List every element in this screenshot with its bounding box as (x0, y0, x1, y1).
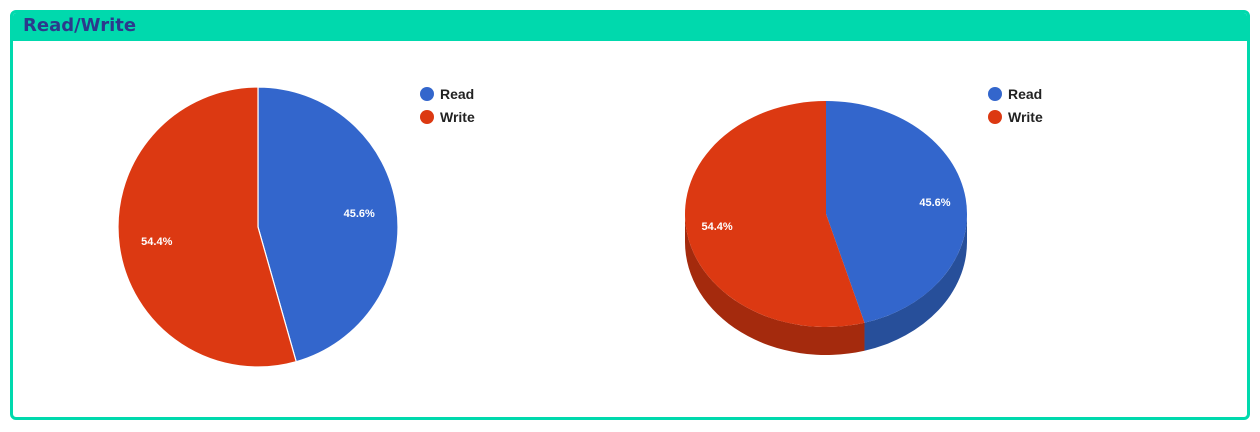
pie-2d-legend-label-read: Read (440, 86, 474, 102)
panel-title: Read/Write (23, 15, 137, 36)
pie-2d-label-read: 45.6% (344, 208, 375, 220)
pie-3d-label-write: 54.4% (701, 221, 732, 233)
pie-2d-legend-swatch-write (420, 110, 434, 124)
pie-3d-legend-label-read: Read (1008, 86, 1042, 102)
pie-3d-side-read (864, 214, 967, 351)
pie-3d-side-write (685, 214, 865, 356)
pie-2d-slice-write (117, 86, 297, 368)
pie-2d-legend-label-write: Write (440, 109, 475, 125)
pie-3d-slice-read (826, 101, 968, 323)
pie-3d-legend-label-write: Write (1008, 109, 1043, 125)
pie-chart-2d: 45.6% 54.4% Read Write (117, 86, 475, 368)
pie-3d-legend-swatch-write (988, 110, 1002, 124)
panel-header: Read/Write (13, 13, 1247, 41)
pie-3d-legend-swatch-read (988, 87, 1002, 101)
pie-2d-legend-swatch-read (420, 87, 434, 101)
pie-3d-label-read: 45.6% (919, 197, 950, 209)
pie-chart-3d: 45.6% 54.4% Read Write (685, 86, 1043, 356)
pie-2d-slice-read (257, 86, 399, 363)
pie-2d-label-write: 54.4% (141, 236, 172, 248)
pie-3d-slice-write (685, 101, 865, 327)
